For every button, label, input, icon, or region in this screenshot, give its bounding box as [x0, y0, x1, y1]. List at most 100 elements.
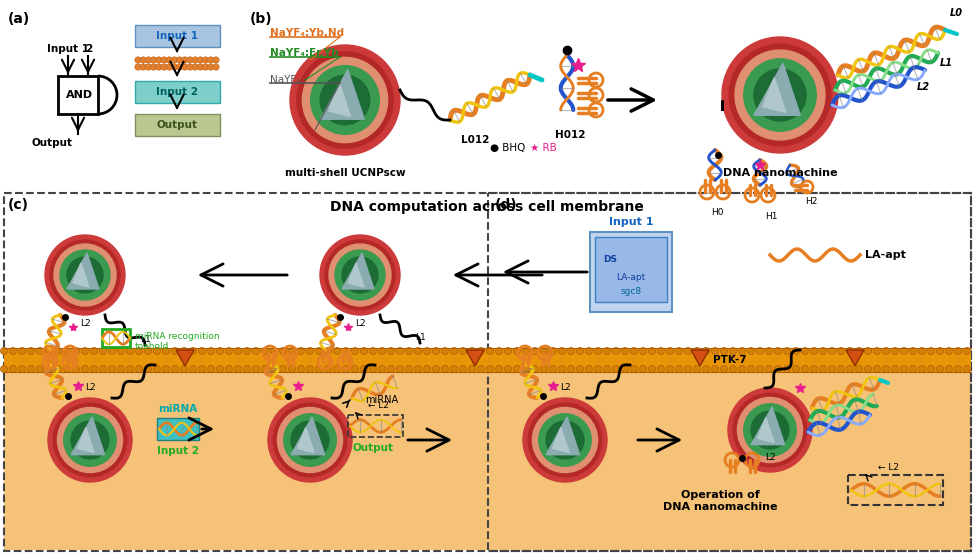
Circle shape	[829, 365, 836, 373]
Circle shape	[306, 348, 314, 354]
Text: Operation of
DNA nanomachine: Operation of DNA nanomachine	[663, 490, 777, 512]
Circle shape	[176, 64, 182, 70]
Circle shape	[99, 348, 106, 354]
Ellipse shape	[284, 413, 336, 466]
Text: L0: L0	[950, 8, 963, 18]
Circle shape	[901, 365, 908, 373]
Circle shape	[433, 348, 440, 354]
Circle shape	[244, 365, 251, 373]
Text: L012: L012	[461, 135, 489, 145]
Bar	[135, 114, 220, 136]
Circle shape	[738, 365, 746, 373]
Ellipse shape	[311, 66, 379, 134]
Text: Output: Output	[157, 120, 198, 130]
Circle shape	[684, 365, 691, 373]
Bar	[595, 237, 667, 302]
Circle shape	[648, 348, 655, 354]
Ellipse shape	[528, 403, 602, 477]
Circle shape	[487, 348, 493, 354]
Circle shape	[208, 348, 214, 354]
Ellipse shape	[325, 240, 395, 310]
Circle shape	[140, 57, 146, 63]
Circle shape	[361, 365, 368, 373]
Text: L1: L1	[415, 334, 426, 343]
Text: ← L2: ← L2	[368, 401, 389, 410]
Polygon shape	[342, 253, 374, 289]
Text: Input 2: Input 2	[156, 87, 198, 97]
Circle shape	[801, 365, 808, 373]
Circle shape	[261, 365, 268, 373]
Text: L2: L2	[765, 454, 776, 463]
Circle shape	[180, 365, 187, 373]
Circle shape	[891, 365, 899, 373]
Circle shape	[469, 365, 476, 373]
Circle shape	[156, 57, 162, 63]
Circle shape	[621, 365, 629, 373]
Text: LA-apt: LA-apt	[865, 250, 906, 260]
Circle shape	[216, 348, 223, 354]
Circle shape	[127, 365, 134, 373]
Circle shape	[774, 348, 782, 354]
Circle shape	[192, 64, 198, 70]
Circle shape	[235, 365, 242, 373]
Polygon shape	[176, 350, 194, 366]
Text: NaYF₄: NaYF₄	[270, 75, 300, 85]
Text: ← L2: ← L2	[878, 463, 899, 472]
Text: H012: H012	[555, 130, 585, 140]
Bar	[102, 329, 130, 347]
Text: ● BHQ: ● BHQ	[490, 143, 526, 153]
Circle shape	[576, 365, 583, 373]
Circle shape	[91, 348, 98, 354]
Text: 2: 2	[86, 44, 93, 54]
Circle shape	[829, 348, 836, 354]
Circle shape	[567, 348, 574, 354]
Circle shape	[36, 365, 44, 373]
Text: (d): (d)	[495, 198, 518, 212]
Circle shape	[703, 365, 710, 373]
Text: NaYF₄:Er,Yb: NaYF₄:Er,Yb	[270, 48, 338, 58]
Circle shape	[72, 365, 80, 373]
Circle shape	[729, 348, 736, 354]
Circle shape	[946, 365, 953, 373]
Ellipse shape	[744, 404, 797, 456]
Circle shape	[135, 57, 141, 63]
Circle shape	[621, 348, 629, 354]
Circle shape	[523, 348, 529, 354]
Circle shape	[631, 365, 638, 373]
Circle shape	[855, 348, 863, 354]
Text: H1: H1	[765, 212, 777, 221]
Circle shape	[99, 365, 106, 373]
Circle shape	[145, 57, 151, 63]
Circle shape	[270, 348, 278, 354]
Text: L2: L2	[85, 383, 96, 392]
Polygon shape	[292, 417, 325, 455]
Circle shape	[712, 365, 719, 373]
Bar	[4, 348, 971, 372]
Circle shape	[793, 348, 800, 354]
Circle shape	[612, 348, 619, 354]
Circle shape	[955, 365, 961, 373]
Ellipse shape	[320, 235, 400, 315]
Polygon shape	[348, 263, 364, 287]
Circle shape	[838, 348, 844, 354]
Text: Input 1: Input 1	[47, 44, 89, 54]
Circle shape	[19, 365, 25, 373]
Circle shape	[325, 348, 332, 354]
Text: L2: L2	[355, 319, 366, 328]
Ellipse shape	[268, 398, 352, 482]
Circle shape	[738, 348, 746, 354]
Text: L1: L1	[940, 58, 953, 68]
Circle shape	[586, 348, 593, 354]
Circle shape	[433, 365, 440, 373]
Bar	[4, 348, 971, 550]
Circle shape	[595, 365, 602, 373]
Circle shape	[244, 348, 251, 354]
Circle shape	[176, 57, 182, 63]
Circle shape	[550, 365, 557, 373]
Circle shape	[640, 348, 646, 354]
Ellipse shape	[539, 413, 591, 466]
Circle shape	[586, 365, 593, 373]
Polygon shape	[320, 70, 365, 119]
Ellipse shape	[50, 240, 120, 310]
Circle shape	[289, 365, 295, 373]
